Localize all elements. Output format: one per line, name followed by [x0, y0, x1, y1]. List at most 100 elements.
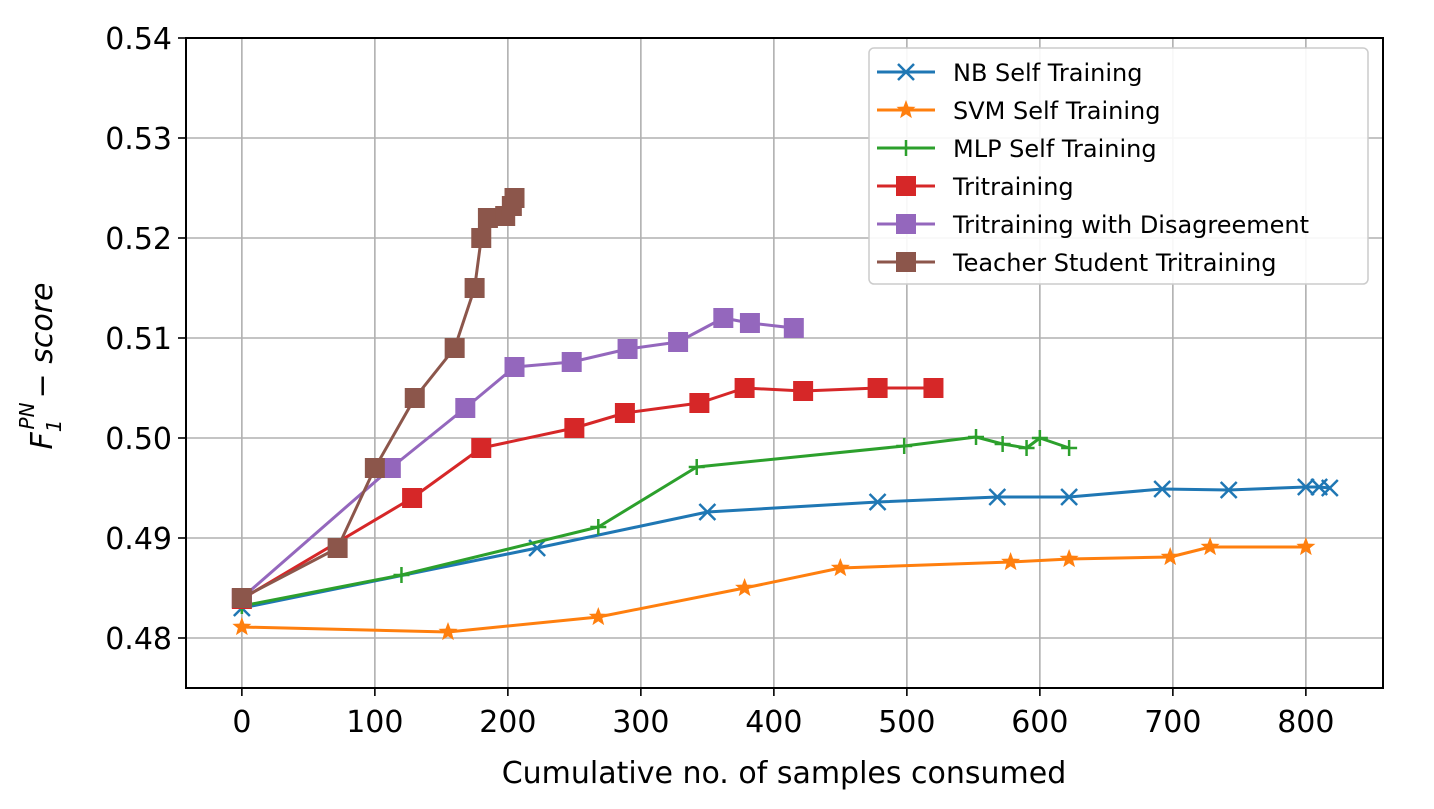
data-point	[1219, 481, 1238, 499]
data-point	[393, 567, 410, 583]
data-point	[471, 228, 492, 248]
y-axis-label-base: F	[25, 431, 60, 449]
legend-label: NB Self Training	[953, 59, 1143, 87]
legend-marker	[896, 176, 916, 196]
square-marker-shape	[471, 228, 492, 248]
data-point	[1031, 430, 1048, 446]
data-point	[830, 558, 850, 577]
x-marker-stroke	[698, 503, 717, 521]
data-point	[380, 458, 401, 478]
data-point	[1153, 480, 1172, 498]
data-point	[564, 418, 585, 438]
data-point	[988, 488, 1007, 506]
star-marker-shape	[438, 622, 458, 641]
legend-label: Tritraining	[952, 173, 1074, 201]
x-marker-stroke	[1320, 479, 1339, 497]
series-3	[233, 429, 1078, 614]
data-point	[1001, 552, 1021, 571]
legend-entry-6: Teacher Student Tritraining	[877, 249, 1276, 277]
star-marker-shape	[830, 558, 850, 577]
data-point	[590, 519, 607, 535]
data-point	[713, 308, 734, 328]
x-tick-label: 700	[1144, 705, 1201, 740]
data-point	[739, 313, 760, 333]
x-marker-stroke	[897, 63, 915, 81]
square-marker-shape	[364, 458, 385, 478]
square-marker-shape	[561, 352, 582, 372]
legend-marker	[896, 100, 916, 119]
x-tick-label: 800	[1277, 705, 1334, 740]
y-tick-label: 0.48	[105, 622, 172, 657]
x-tick-label: 0	[232, 705, 251, 740]
data-point	[868, 493, 887, 511]
data-point	[1059, 549, 1079, 568]
data-point	[588, 607, 608, 626]
data-point	[994, 436, 1011, 452]
star-marker-shape	[735, 578, 755, 597]
y-tick-label: 0.50	[105, 422, 172, 457]
data-point	[735, 578, 755, 597]
square-marker-shape	[444, 338, 465, 358]
square-marker-shape	[471, 438, 492, 458]
legend-label: SVM Self Training	[953, 97, 1160, 125]
square-marker-shape	[923, 378, 944, 398]
square-marker-shape	[668, 332, 689, 352]
data-point	[1296, 537, 1316, 556]
legend-marker	[896, 214, 916, 234]
data-point	[327, 538, 348, 558]
legend-label: Tritraining with Disagreement	[952, 211, 1309, 239]
plot-frame	[185, 37, 1384, 689]
x-marker-stroke	[1219, 481, 1238, 499]
legend-entry-3: MLP Self Training	[877, 135, 1157, 163]
data-point	[1060, 488, 1079, 506]
y-axis-label-sup: PN	[15, 402, 39, 429]
data-point	[1061, 440, 1078, 456]
data-point	[668, 332, 689, 352]
square-marker-shape	[867, 378, 888, 398]
data-point	[698, 503, 717, 521]
data-point	[438, 622, 458, 641]
square-marker-shape	[793, 381, 814, 401]
data-point	[561, 352, 582, 372]
plus-marker-stroke	[393, 567, 410, 583]
square-marker-shape	[504, 188, 525, 208]
series-line	[240, 316, 794, 600]
legend-entry-2: SVM Self Training	[877, 97, 1160, 125]
plus-marker-stroke	[896, 438, 913, 454]
legend: NB Self Training SVM Self Training MLP Sel…	[868, 47, 1369, 285]
data-point	[896, 438, 913, 454]
y-tick-label: 0.49	[105, 522, 172, 557]
square-marker-shape	[402, 488, 423, 508]
x-tick-label: 300	[612, 705, 669, 740]
square-marker-shape	[455, 398, 476, 418]
data-point	[617, 339, 638, 359]
data-point	[231, 588, 252, 608]
y-axis-label: F1PN − score	[15, 283, 66, 450]
data-point	[504, 357, 525, 377]
plus-marker-stroke	[590, 519, 607, 535]
data-point	[464, 278, 485, 298]
legend-marker	[897, 63, 915, 81]
data-point	[968, 429, 985, 445]
data-point	[688, 459, 705, 475]
data-point	[793, 381, 814, 401]
x-tick-label: 100	[346, 705, 403, 740]
data-point	[867, 378, 888, 398]
square-marker-shape	[896, 176, 916, 196]
plus-marker-stroke	[1031, 430, 1048, 446]
plus-marker-stroke	[968, 429, 985, 445]
star-marker-shape	[232, 617, 252, 636]
plus-marker-stroke	[688, 459, 705, 475]
square-marker-shape	[896, 252, 916, 272]
legend-box	[868, 47, 1369, 285]
square-marker-shape	[464, 278, 485, 298]
plus-marker-stroke	[1018, 440, 1035, 456]
square-marker-shape	[617, 339, 638, 359]
data-point	[404, 388, 425, 408]
x-marker-stroke	[1153, 480, 1172, 498]
square-marker-shape	[689, 393, 710, 413]
x-axis-label: Cumulative no. of samples consumed	[502, 756, 1067, 791]
data-point	[477, 208, 498, 228]
